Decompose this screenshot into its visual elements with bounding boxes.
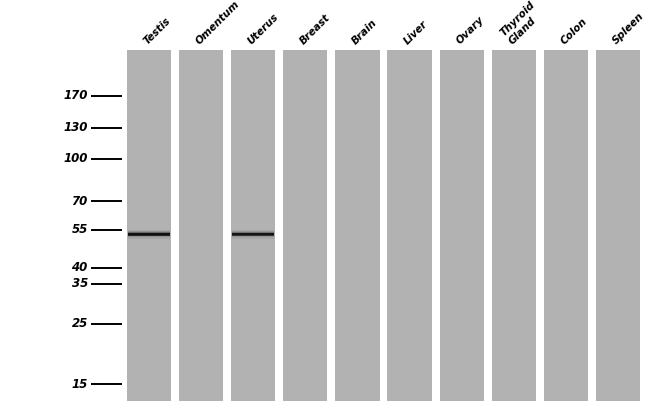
Bar <box>128 234 170 236</box>
Bar <box>335 50 380 401</box>
Bar <box>491 50 536 401</box>
Text: 25: 25 <box>72 317 88 330</box>
Bar <box>232 237 274 239</box>
Text: Testis: Testis <box>142 15 173 46</box>
Bar <box>544 50 588 401</box>
Bar <box>128 235 170 237</box>
Bar <box>588 50 596 401</box>
Bar <box>484 50 491 401</box>
Text: Brain: Brain <box>350 17 379 46</box>
Bar <box>232 235 274 237</box>
Bar <box>232 229 274 231</box>
Bar <box>283 50 328 401</box>
Bar <box>171 50 179 401</box>
Text: Omentum: Omentum <box>194 0 241 46</box>
Bar <box>128 229 170 231</box>
Text: Ovary: Ovary <box>454 15 486 46</box>
Bar <box>276 50 283 401</box>
Bar <box>232 234 274 236</box>
Text: Liver: Liver <box>402 18 430 46</box>
Bar <box>387 50 432 401</box>
Text: 130: 130 <box>64 121 88 134</box>
Bar <box>380 50 387 401</box>
Text: Uterus: Uterus <box>246 11 281 46</box>
Text: 40: 40 <box>72 261 88 274</box>
Text: 35: 35 <box>72 277 88 290</box>
Text: 15: 15 <box>72 378 88 391</box>
Text: 70: 70 <box>72 195 88 208</box>
Text: Breast: Breast <box>298 12 332 46</box>
Bar <box>128 232 170 234</box>
Bar <box>232 232 274 234</box>
Bar <box>328 50 335 401</box>
Bar <box>127 50 171 401</box>
Bar <box>179 50 223 401</box>
Text: Colon: Colon <box>559 16 589 46</box>
Text: 55: 55 <box>72 224 88 237</box>
Bar <box>232 233 274 235</box>
Bar <box>231 50 276 401</box>
Bar <box>128 237 170 239</box>
Bar <box>128 231 170 232</box>
Bar <box>128 236 170 237</box>
Text: 100: 100 <box>64 153 88 166</box>
Text: Thyroid
Gland: Thyroid Gland <box>499 0 545 46</box>
Bar <box>432 50 439 401</box>
Bar <box>232 233 274 235</box>
Bar <box>128 233 170 235</box>
Text: 170: 170 <box>64 89 88 102</box>
Bar <box>232 236 274 237</box>
Bar <box>128 233 170 235</box>
Text: Spleen: Spleen <box>611 11 646 46</box>
Bar <box>232 231 274 232</box>
Bar <box>536 50 544 401</box>
Bar <box>223 50 231 401</box>
Bar <box>596 50 640 401</box>
Bar <box>439 50 484 401</box>
